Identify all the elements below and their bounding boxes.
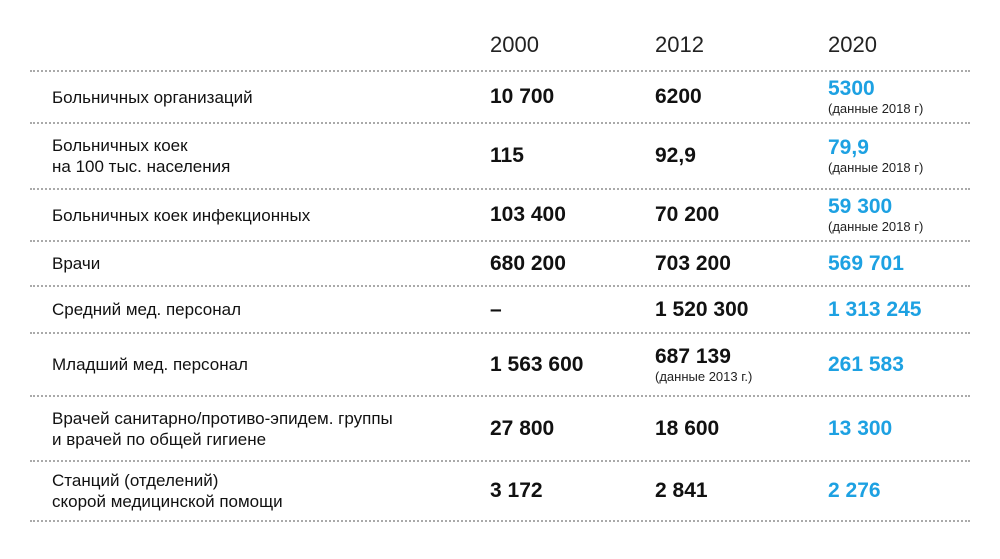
table-row: Младший мед. персонал 1 563 600 687 139 (да… — [30, 334, 970, 397]
row-label: Врачей санитарно/противо-эпидем. группы и… — [52, 397, 492, 460]
table-row: Больничных организаций 10 700 6200 5300 (дан… — [30, 72, 970, 124]
value: 3 172 — [490, 479, 543, 502]
value: 680 200 — [490, 251, 566, 275]
value-cell: 92,9 — [655, 124, 696, 188]
value: 10 700 — [490, 85, 555, 108]
row-label: Больничных коек инфекционных — [52, 190, 492, 240]
row-label: Больничных организаций — [52, 72, 492, 122]
value-cell: 103 400 — [490, 190, 566, 240]
value-cell: 569 701 — [828, 242, 904, 285]
value: 13 300 — [828, 416, 893, 440]
note: (данные 2018 г) — [828, 219, 924, 234]
value: 569 701 — [828, 251, 904, 275]
table-row: Больничных коек на 100 тыс. населения 115 9… — [30, 124, 970, 190]
value: 5300 — [828, 77, 875, 100]
row-label: Станций (отделений) скорой медицинской по… — [52, 462, 492, 520]
value: 1 563 600 — [490, 352, 584, 376]
table-row: Станций (отделений) скорой медицинской по… — [30, 462, 970, 522]
table-row: Средний мед. персонал – 1 520 300 1 313 245 — [30, 287, 970, 334]
value-cell: 27 800 — [490, 397, 554, 460]
label-line: Станций (отделений) — [52, 471, 219, 490]
value-cell: 1 313 245 — [828, 287, 921, 332]
label-line: Младший мед. персонал — [52, 355, 248, 374]
note: (данные 2018 г) — [828, 101, 924, 116]
value-cell: 70 200 — [655, 190, 719, 240]
label-line: Врачей санитарно/противо-эпидем. группы — [52, 408, 393, 428]
column-header: 2000 — [490, 20, 539, 70]
table-row: Врачей санитарно/противо-эпидем. группы и… — [30, 397, 970, 462]
value: 261 583 — [828, 352, 904, 376]
row-label: Средний мед. персонал — [52, 287, 492, 332]
label-line: Больничных коек — [52, 136, 188, 155]
value: 27 800 — [490, 416, 555, 440]
header-row: 2000 2012 2020 — [30, 20, 970, 72]
note: (данные 2013 г.) — [655, 368, 753, 384]
value: 18 600 — [655, 416, 720, 440]
value: 687 139 — [655, 344, 731, 368]
value: 103 400 — [490, 203, 566, 226]
table-row: Больничных коек инфекционных 103 400 70 20… — [30, 190, 970, 242]
value-cell: 59 300 (данные 2018 г) — [828, 190, 923, 240]
value: 59 300 — [828, 195, 893, 218]
row-label: Больничных коек на 100 тыс. населения — [52, 124, 492, 188]
value-cell: 13 300 — [828, 397, 892, 460]
value-cell: 18 600 — [655, 397, 719, 460]
value: 92,9 — [655, 144, 696, 167]
value-cell: 261 583 — [828, 334, 904, 395]
label-line: и врачей по общей гигиене — [52, 429, 267, 449]
value-cell: 687 139 (данные 2013 г.) — [655, 334, 752, 395]
year: 2020 — [828, 32, 877, 57]
value: 115 — [490, 144, 524, 167]
value: 1 520 300 — [655, 297, 749, 321]
value: – — [490, 297, 502, 321]
row-label: Врачи — [52, 242, 492, 285]
note: (данные 2018 г) — [828, 160, 924, 175]
row-label: Младший мед. персонал — [52, 334, 492, 395]
label-line: Больничных организаций — [52, 87, 253, 107]
value-cell: 10 700 — [490, 72, 554, 122]
value: 1 313 245 — [828, 297, 922, 321]
value-cell: – — [490, 287, 502, 332]
value: 70 200 — [655, 203, 720, 226]
table-row: Врачи 680 200 703 200 569 701 — [30, 242, 970, 287]
value: 6200 — [655, 85, 702, 108]
value-cell: 680 200 — [490, 242, 566, 285]
value-cell: 6200 — [655, 72, 702, 122]
value-cell: 3 172 — [490, 462, 543, 520]
year: 2012 — [655, 32, 704, 57]
label-line: Врачи — [52, 254, 101, 273]
value-cell: 115 — [490, 124, 524, 188]
value: 2 841 — [655, 479, 708, 502]
value-cell: 5300 (данные 2018 г) — [828, 72, 923, 122]
value: 703 200 — [655, 251, 731, 275]
value-cell: 79,9 (данные 2018 г) — [828, 124, 923, 188]
value: 2 276 — [828, 479, 881, 502]
label-line: Больничных коек инфекционных — [52, 205, 311, 225]
column-header: 2012 — [655, 20, 704, 70]
value-cell: 703 200 — [655, 242, 731, 285]
value-cell: 2 841 — [655, 462, 708, 520]
label-line: скорой медицинской помощи — [52, 492, 283, 511]
value-cell: 1 520 300 — [655, 287, 748, 332]
value-cell: 1 563 600 — [490, 334, 583, 395]
label-line: на 100 тыс. населения — [52, 157, 231, 176]
value-cell: 2 276 — [828, 462, 881, 520]
value: 79,9 — [828, 136, 869, 159]
label-line: Средний мед. персонал — [52, 300, 241, 319]
column-header: 2020 — [828, 20, 877, 70]
year: 2000 — [490, 32, 539, 57]
